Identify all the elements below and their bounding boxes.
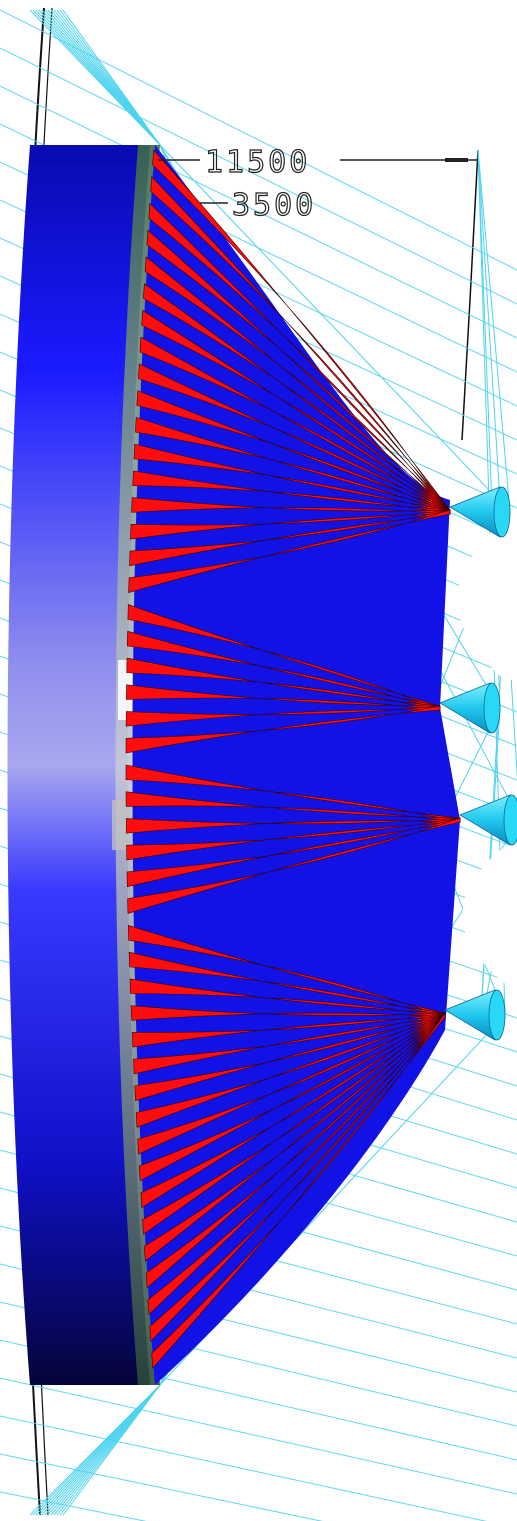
dim-label-inner: 3500 (232, 188, 316, 223)
cable-line (159, 144, 511, 513)
cone-cap (488, 989, 506, 1041)
cable-line (0, 1491, 147, 1521)
membrane-surface (125, 145, 517, 1385)
drum-highlight-2 (112, 800, 130, 850)
support-cone (449, 486, 511, 538)
cone-cap (493, 486, 511, 538)
membrane-opening (462, 835, 517, 995)
drum-highlight (118, 660, 132, 720)
cable-line (0, 85, 517, 339)
dimension-annotations: 11500 3500 (158, 144, 478, 224)
cable-line (62, 9, 161, 146)
cable-line (477, 149, 511, 513)
support-cone (459, 794, 517, 846)
dim-label-outer: 11500 (205, 145, 310, 180)
membrane-stripe (151, 1012, 446, 1369)
support-cones (439, 486, 517, 1041)
membrane-stripe (128, 509, 451, 593)
cable-line (0, 1377, 517, 1495)
cable-line (0, 47, 517, 305)
support-cone (439, 682, 501, 734)
cone-cap (503, 794, 517, 846)
cone-cap (483, 682, 501, 734)
frame-line-right (461, 149, 479, 441)
cable-line (0, 1453, 324, 1521)
cable-line (477, 149, 517, 781)
drum-rim (115, 145, 160, 1385)
support-cone (444, 989, 506, 1041)
cable-line (62, 1384, 161, 1516)
membrane-stripe (125, 705, 441, 754)
membrane-opening (457, 520, 517, 680)
drum (7, 145, 160, 1385)
cable-line (0, 1415, 488, 1521)
membrane-stripe (127, 817, 461, 914)
drum-body (7, 145, 150, 1385)
